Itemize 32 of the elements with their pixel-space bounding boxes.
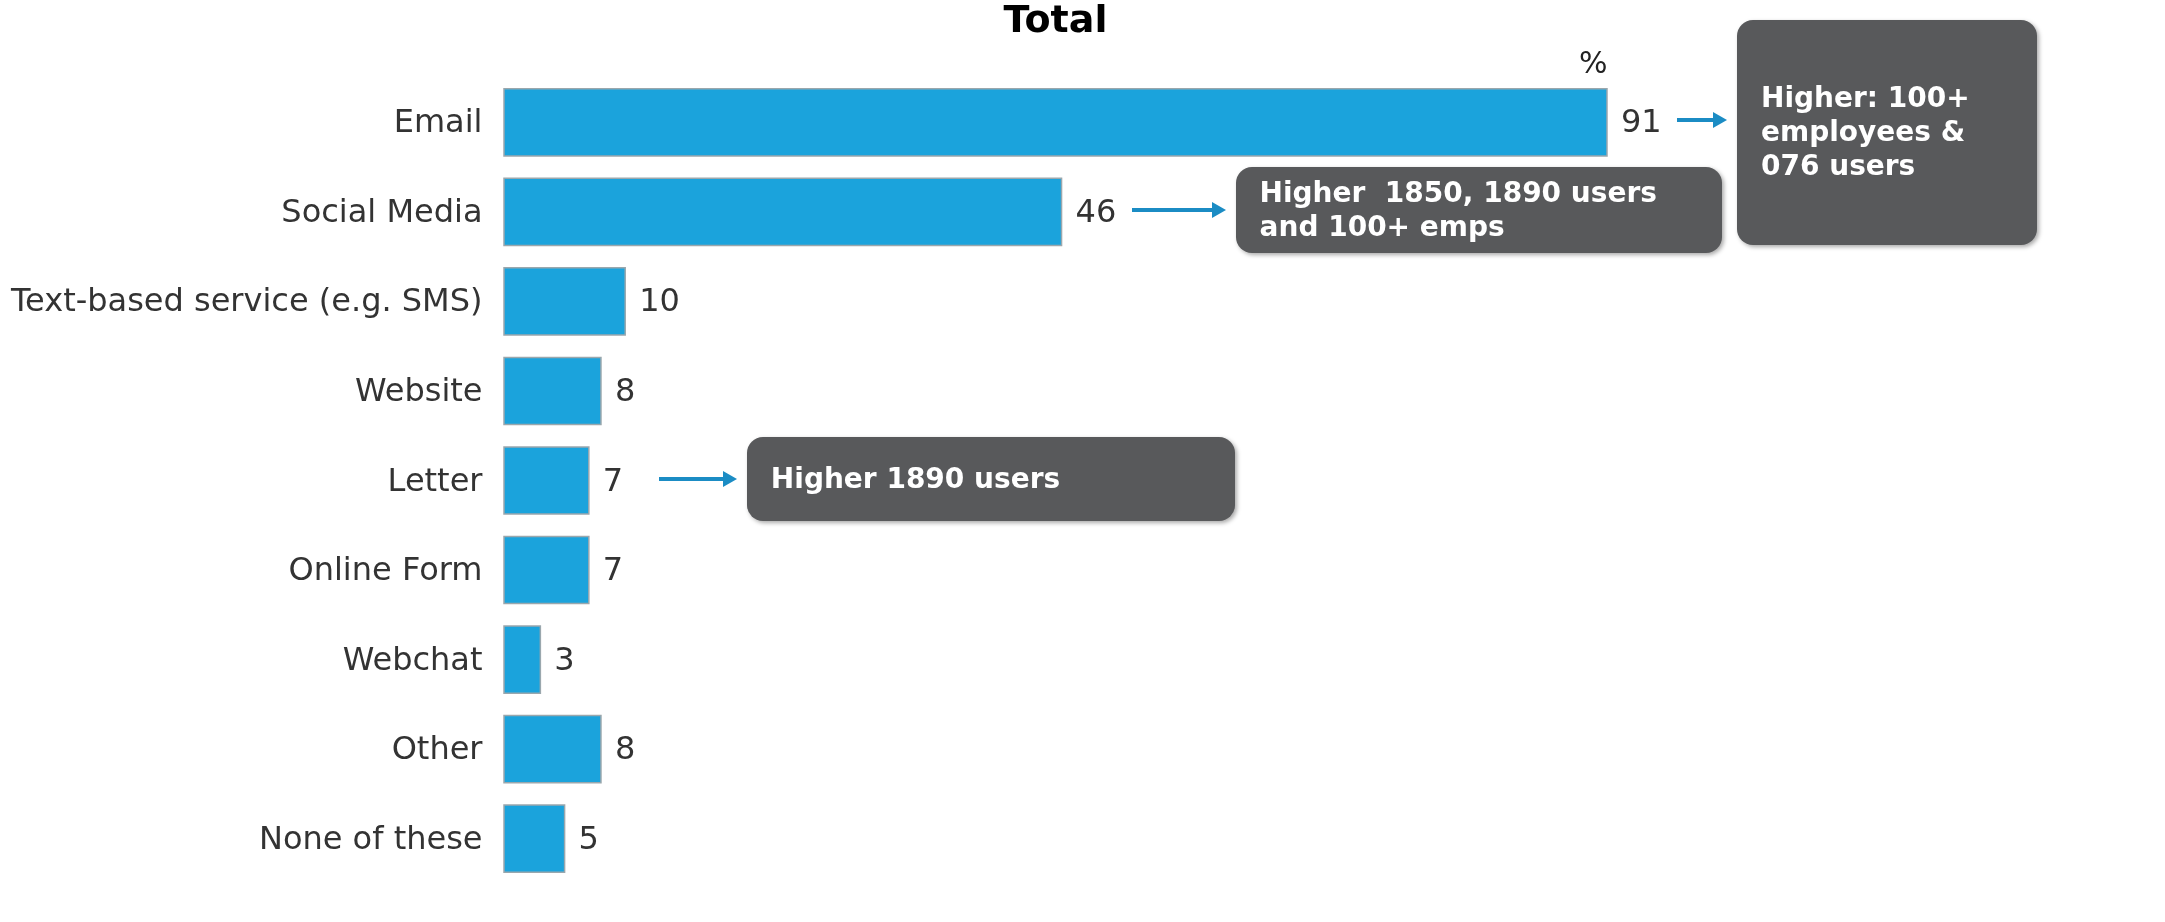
- callout-box: Higher 1850, 1890 users and 100+ emps: [1235, 166, 1722, 253]
- bar: [503, 714, 602, 784]
- data-label: 10: [639, 281, 680, 320]
- y-tick-label: Webchat: [342, 639, 483, 678]
- data-label: 7: [602, 550, 624, 589]
- data-label: 46: [1075, 191, 1117, 230]
- callout-box: Higher: 100+ employees & 076 users: [1737, 19, 2037, 245]
- bar: [503, 804, 566, 873]
- bar: [503, 356, 602, 426]
- y-tick-label: Website: [354, 370, 483, 409]
- y-tick-label: Email: [393, 102, 483, 141]
- data-label: 91: [1621, 102, 1662, 141]
- bar: [503, 267, 626, 336]
- y-tick-label: Other: [391, 729, 484, 768]
- chart-title: Total: [1003, 0, 1108, 41]
- data-label: 3: [554, 639, 575, 678]
- data-label: 5: [578, 818, 599, 857]
- bar: [503, 88, 1608, 157]
- y-tick-label: Letter: [387, 460, 484, 499]
- callout-box: Higher 1890 users: [746, 436, 1235, 521]
- y-tick-label: Social Media: [281, 191, 483, 230]
- bar: [503, 535, 590, 605]
- data-label: 8: [614, 370, 636, 409]
- x-axis-title: %: [1578, 44, 1608, 80]
- bar: [503, 625, 542, 694]
- data-label: 7: [602, 460, 624, 499]
- y-tick-label: Online Form: [288, 550, 483, 589]
- y-tick-label: None of these: [258, 818, 483, 857]
- y-tick-label: Text-based service (e.g. SMS): [9, 281, 483, 320]
- bar: [503, 177, 1063, 247]
- bar: [503, 446, 590, 515]
- data-label: 8: [614, 729, 636, 768]
